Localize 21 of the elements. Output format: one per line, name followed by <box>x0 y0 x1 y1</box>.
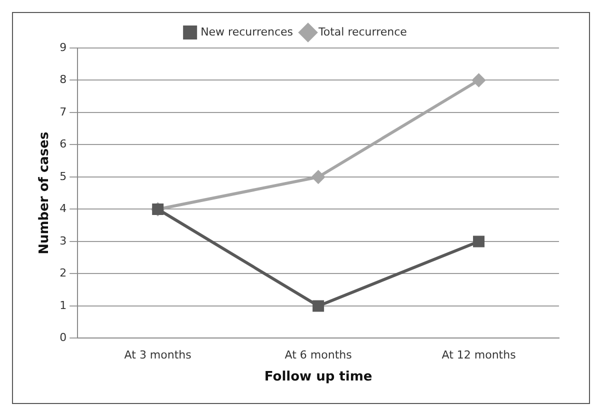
y-tick-label: 4 <box>60 202 67 216</box>
x-tick-label: At 3 months <box>124 348 192 362</box>
legend-label: New recurrences <box>200 25 294 38</box>
y-tick-label: 2 <box>60 266 67 280</box>
point <box>472 74 486 87</box>
y-tick-label: 5 <box>60 170 67 183</box>
y-tick-label: 7 <box>60 105 67 118</box>
x-tick-label: At 12 months <box>442 348 516 362</box>
y-tick-label: 0 <box>60 331 67 344</box>
y-tick-label: 8 <box>60 73 67 86</box>
point <box>312 300 324 312</box>
x-tick-label: At 6 months <box>284 348 352 362</box>
legend-label: Total recurrence <box>318 25 408 38</box>
point <box>473 236 485 248</box>
y-tick-label: 6 <box>60 138 67 151</box>
point <box>312 170 325 184</box>
x-axis-title: Follow up time <box>264 370 372 385</box>
y-tick-label: 1 <box>60 298 67 312</box>
y-tick-label: 3 <box>60 234 67 248</box>
y-tick-label: 9 <box>60 40 67 54</box>
y-axis-title: Number of cases <box>37 132 52 254</box>
